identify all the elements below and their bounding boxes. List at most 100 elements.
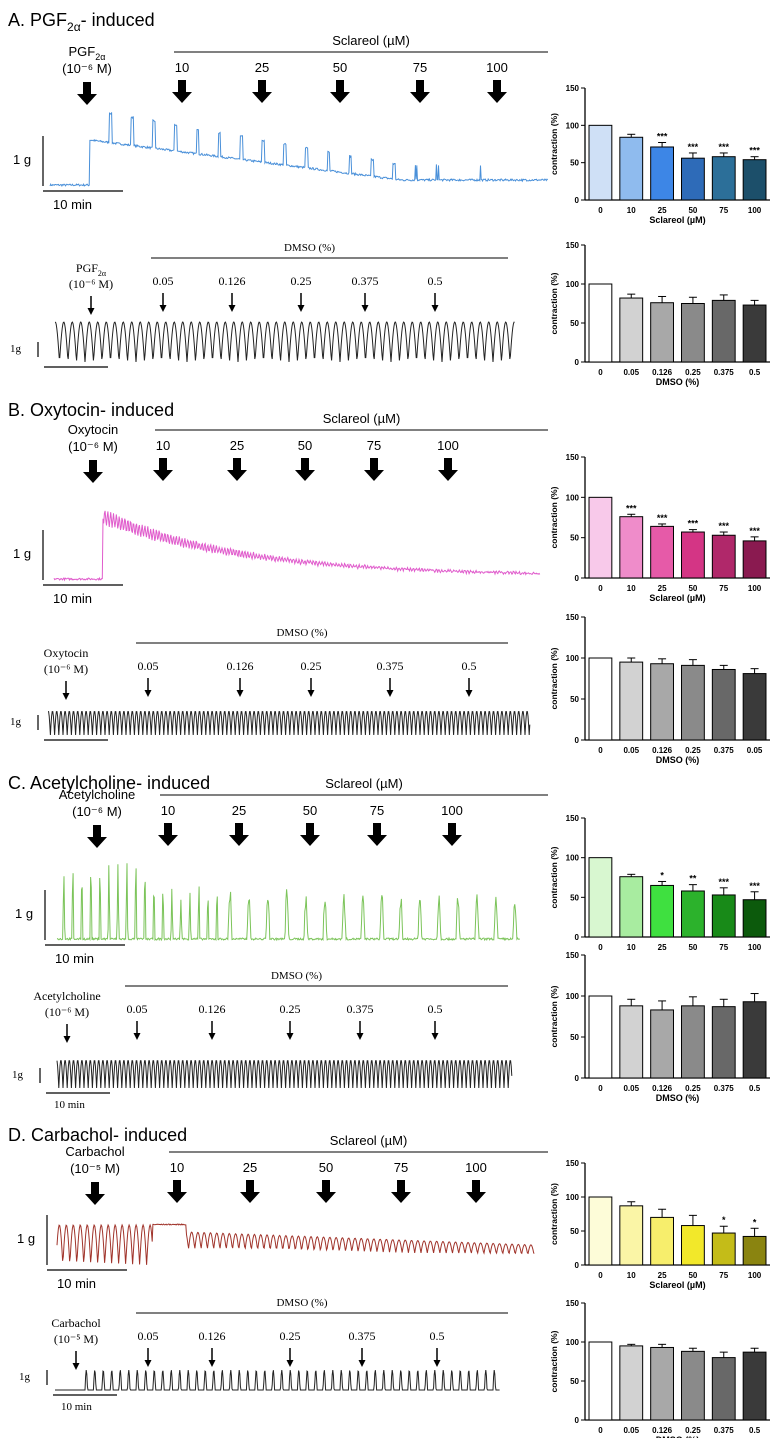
dose-label: 0.5 bbox=[430, 1329, 445, 1343]
bar bbox=[588, 857, 613, 938]
x-tick-label: 75 bbox=[719, 206, 728, 215]
contraction-trace bbox=[56, 863, 521, 942]
bar bbox=[711, 1006, 736, 1079]
y-tick-label: 100 bbox=[566, 280, 580, 289]
dose-label: 0.126 bbox=[199, 1002, 226, 1016]
dose-label: 0.25 bbox=[291, 274, 312, 288]
x-tick-label: 0.25 bbox=[685, 1426, 701, 1435]
x-tick-label: 0.375 bbox=[714, 746, 735, 755]
agonist-sub: 2α bbox=[95, 52, 105, 62]
bar-chart-A-dmso: 0 50 100 150 contraction (%) 0 0.05 0.126 0.25 0.… bbox=[549, 241, 770, 387]
contraction-trace bbox=[49, 112, 549, 187]
scale-label-force: 1 g bbox=[15, 906, 33, 921]
bar bbox=[742, 1235, 767, 1266]
x-tick-label: 100 bbox=[748, 1271, 762, 1280]
arrow-icon bbox=[83, 460, 103, 483]
x-axis-label: DMSO (%) bbox=[656, 1435, 700, 1438]
bar-chart-C-sclareol: 0 50 100 150 contraction (%) 0 10 * 25 ** 50 *** 75 *… bbox=[549, 814, 770, 952]
sclareol-trace-row: PGF2α(10⁻⁶ M) Sclareol (µM) 10 25 50 75 100 1 g… bbox=[13, 33, 549, 212]
bar-chart-A-sclareol: 0 50 100 150 contraction (%) 0 10 *** 25 *** 50 ***… bbox=[549, 84, 770, 225]
dose-label: 10 bbox=[156, 438, 170, 453]
y-tick-label: 50 bbox=[570, 1033, 579, 1042]
x-tick-label: 0.126 bbox=[652, 1084, 673, 1093]
arrow-icon bbox=[466, 1180, 486, 1203]
contraction-trace bbox=[48, 711, 531, 736]
y-tick-label: 50 bbox=[570, 159, 579, 168]
y-tick-label: 100 bbox=[566, 493, 580, 502]
x-tick-label: 0 bbox=[598, 584, 603, 593]
x-tick-label: 75 bbox=[719, 584, 728, 593]
x-tick-label: 0 bbox=[598, 1426, 603, 1435]
arrow-icon bbox=[229, 823, 249, 846]
y-tick-label: 50 bbox=[570, 534, 579, 543]
bar bbox=[742, 1001, 767, 1079]
significance-marker: *** bbox=[657, 132, 668, 142]
x-tick-label: 0 bbox=[598, 1271, 603, 1280]
dose-label: 100 bbox=[465, 1160, 487, 1175]
x-axis-label: Sclareol (µM) bbox=[649, 1280, 705, 1290]
bar bbox=[681, 157, 705, 201]
bar bbox=[681, 890, 705, 938]
arrowhead-icon bbox=[87, 308, 95, 315]
y-tick-label: 100 bbox=[566, 992, 580, 1001]
significance-marker: *** bbox=[749, 526, 760, 536]
arrow-icon bbox=[442, 823, 462, 846]
arrow-icon bbox=[85, 1182, 105, 1205]
scale-label-force: 1g bbox=[10, 343, 22, 355]
agonist-concentration: (10⁻⁶ M) bbox=[69, 277, 113, 291]
y-tick-label: 150 bbox=[566, 1159, 580, 1168]
bar bbox=[711, 156, 736, 201]
agonist-concentration: (10⁻⁵ M) bbox=[70, 1161, 120, 1176]
arrow-icon bbox=[252, 80, 272, 103]
contraction-trace bbox=[53, 510, 541, 582]
y-tick-label: 50 bbox=[570, 319, 579, 328]
bar bbox=[681, 664, 705, 741]
x-tick-label: 0.5 bbox=[749, 1084, 761, 1093]
dose-label: 0.05 bbox=[138, 659, 159, 673]
scale-label-force: 1 g bbox=[13, 152, 31, 167]
agonist-sub: 2α bbox=[98, 269, 107, 278]
bar bbox=[619, 1345, 644, 1421]
bar bbox=[711, 668, 736, 741]
bar bbox=[681, 303, 705, 363]
x-tick-label: 0.5 bbox=[749, 368, 761, 377]
dose-label: 50 bbox=[333, 60, 347, 75]
arrowhead-icon bbox=[63, 1036, 71, 1043]
x-tick-label: 0.5 bbox=[749, 1426, 761, 1435]
arrowhead-icon bbox=[286, 1360, 294, 1367]
x-tick-label: 50 bbox=[688, 943, 697, 952]
panel-title: A. PGF2α- induced bbox=[8, 10, 155, 34]
y-tick-label: 0 bbox=[575, 1261, 580, 1270]
bar bbox=[588, 283, 613, 363]
bar bbox=[588, 657, 613, 741]
y-axis-label: contraction (%) bbox=[549, 1330, 559, 1392]
bar bbox=[742, 899, 767, 938]
treatment-header: DMSO (%) bbox=[276, 627, 327, 639]
y-tick-label: 150 bbox=[566, 453, 580, 462]
x-tick-label: 0 bbox=[598, 943, 603, 952]
significance-marker: * bbox=[722, 1215, 726, 1225]
bar-chart-B-sclareol: 0 50 100 150 contraction (%) 0 *** 10 *** 25 *** 50… bbox=[549, 453, 770, 603]
agonist-label: Oxytocin bbox=[44, 646, 89, 660]
y-tick-label: 150 bbox=[566, 951, 580, 960]
agonist-name: Carbachol bbox=[65, 1144, 124, 1159]
arrow-icon bbox=[158, 823, 178, 846]
bar bbox=[619, 297, 644, 363]
bar bbox=[650, 1346, 674, 1421]
bar bbox=[619, 1005, 644, 1079]
significance-marker: *** bbox=[718, 142, 729, 152]
arrow-icon bbox=[77, 82, 97, 105]
agonist-concentration: (10⁻⁶ M) bbox=[62, 61, 112, 76]
panel-B: B. Oxytocin- induced Oxytocin (10⁻⁶ M) Scla… bbox=[8, 400, 548, 741]
treatment-header: DMSO (%) bbox=[284, 242, 335, 254]
bar bbox=[711, 299, 736, 363]
significance-marker: *** bbox=[626, 503, 637, 513]
x-tick-label: 0.126 bbox=[652, 746, 673, 755]
x-tick-label: 0.05 bbox=[747, 746, 763, 755]
dose-label: 25 bbox=[243, 1160, 257, 1175]
agonist-concentration: (10⁻⁶ M) bbox=[45, 1005, 89, 1019]
panel-title: D. Carbachol- induced bbox=[8, 1125, 187, 1145]
scale-label-force: 1g bbox=[10, 716, 22, 728]
arrowhead-icon bbox=[431, 1033, 439, 1040]
bar bbox=[588, 995, 613, 1079]
